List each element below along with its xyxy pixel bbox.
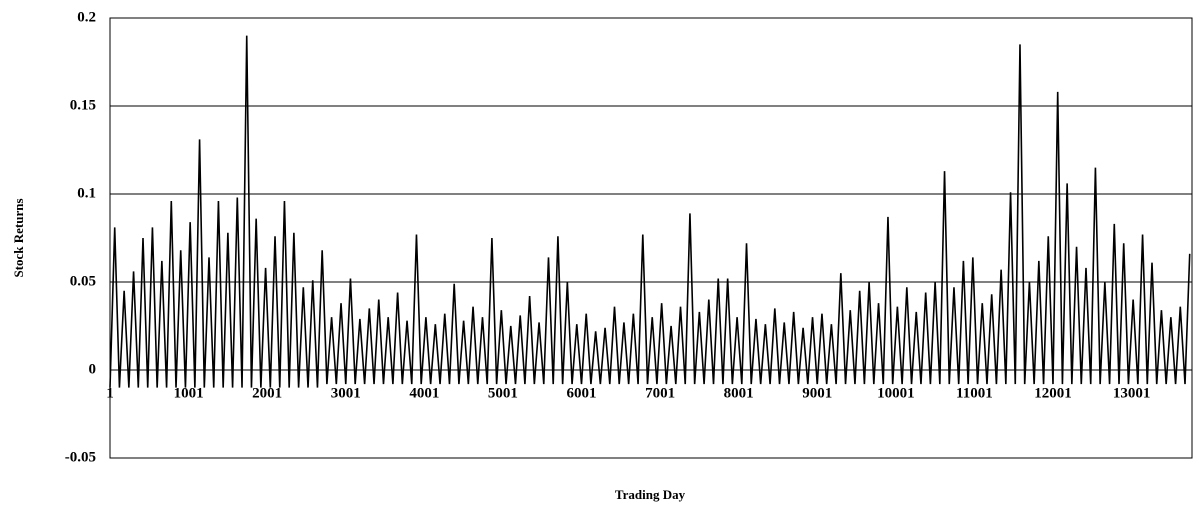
x-tick-label: 4001 [409,385,439,401]
x-tick-label: 10001 [877,385,915,401]
x-tick-label: 12001 [1034,385,1072,401]
data-line [109,35,1191,388]
y-tick-label: 0.05 [70,273,96,289]
x-tick-label: 7001 [645,385,675,401]
x-tick-label: 1 [106,385,114,401]
x-tick-label: 5001 [488,385,518,401]
x-tick-label: 1001 [174,385,204,401]
x-tick-label: 6001 [566,385,596,401]
x-tick-label: 3001 [331,385,361,401]
x-tick-label: 9001 [802,385,832,401]
y-tick-label: 0.1 [77,185,96,201]
x-tick-label: 13001 [1113,385,1151,401]
y-axis-title: Stock Returns [11,198,26,277]
y-tick-label: 0.2 [77,9,96,25]
x-axis-title: Trading Day [615,487,686,502]
x-tick-label: 8001 [724,385,754,401]
x-tick-label: 11001 [956,385,993,401]
y-tick-label: 0.15 [70,97,96,113]
y-tick-label: -0.05 [65,449,96,465]
y-tick-label: 0 [89,361,97,377]
x-tick-label: 2001 [252,385,282,401]
